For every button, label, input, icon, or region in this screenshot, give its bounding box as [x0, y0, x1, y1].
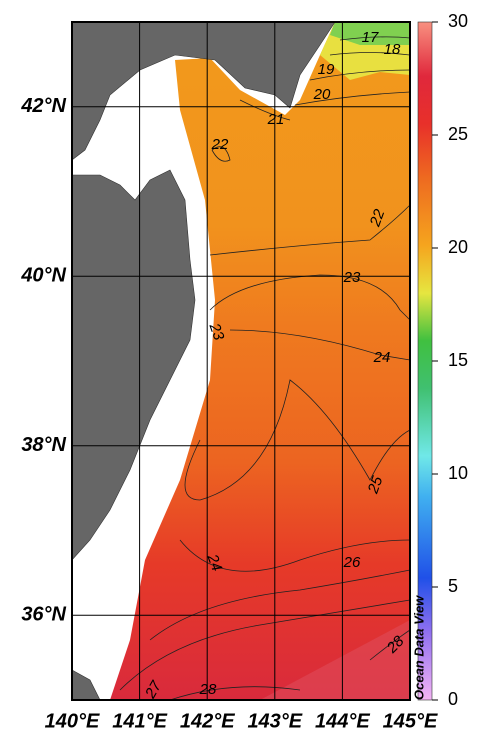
land: [71, 21, 336, 701]
colorbar-label: 0: [448, 689, 458, 709]
contour-label: 23: [343, 269, 361, 286]
y-tick-label: 42°N: [20, 95, 66, 117]
x-tick-label: 143°E: [247, 710, 302, 732]
x-tick-label: 140°E: [45, 710, 100, 732]
contour-label: 28: [199, 681, 217, 698]
contour-label: 18: [384, 41, 401, 58]
contours: [119, 36, 411, 701]
colorbar-label: 10: [448, 463, 468, 483]
colorbar-label: 30: [448, 11, 468, 31]
contour-label: 26: [343, 554, 361, 571]
contour-label: 22: [211, 136, 229, 153]
y-tick-label: 40°N: [20, 265, 66, 287]
x-tick-label: 145°E: [383, 710, 438, 732]
contour-label: 23: [205, 320, 227, 343]
contour-label: 17: [362, 29, 379, 46]
watermark: Ocean Data View: [411, 595, 426, 700]
colorbar-label: 20: [448, 237, 468, 257]
colorbar-label: 25: [448, 124, 468, 144]
x-tick-label: 144°E: [315, 710, 370, 732]
contour-label: 20: [313, 86, 331, 103]
x-tick-label: 141°E: [112, 710, 167, 732]
contour-label: 27: [142, 678, 166, 702]
contour-label: 22: [366, 206, 388, 229]
contour-label: 24: [373, 349, 391, 366]
contour-label: 25: [364, 473, 386, 496]
contour-label: 21: [267, 111, 285, 128]
colorbar-label: 5: [448, 576, 458, 596]
contour-label: 24: [203, 551, 225, 573]
contour-label: 19: [318, 61, 335, 78]
colorbar-label: 15: [448, 350, 468, 370]
y-tick-label: 36°N: [21, 604, 66, 626]
x-tick-label: 142°E: [180, 710, 235, 732]
y-tick-label: 38°N: [21, 434, 66, 456]
